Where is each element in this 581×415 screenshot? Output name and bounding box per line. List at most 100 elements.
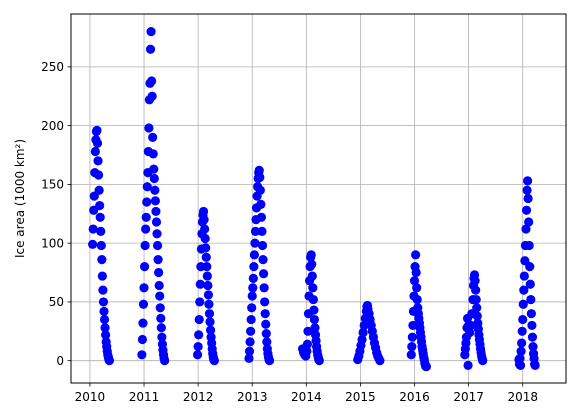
data-point <box>149 173 159 184</box>
data-point <box>198 206 209 217</box>
data-point <box>139 283 149 293</box>
data-point <box>308 294 318 305</box>
data-point <box>308 283 318 293</box>
data-point <box>154 280 164 291</box>
data-point <box>247 303 257 313</box>
data-point <box>200 233 210 244</box>
data-point <box>194 330 204 340</box>
data-point <box>202 262 212 272</box>
data-point <box>519 285 529 295</box>
data-point <box>150 196 160 206</box>
data-point <box>517 338 527 348</box>
data-point <box>409 276 420 286</box>
x-tick-label: 2015 <box>345 390 376 404</box>
data-point <box>255 185 265 195</box>
season-cluster <box>192 206 219 366</box>
data-point <box>205 317 215 327</box>
data-point <box>204 299 214 309</box>
data-point <box>141 224 151 234</box>
data-point <box>258 269 269 279</box>
data-point <box>261 329 271 339</box>
data-point <box>524 217 534 227</box>
y-tick-label: 100 <box>41 236 64 250</box>
season-cluster <box>137 27 170 366</box>
data-point <box>156 313 166 323</box>
data-point <box>92 138 103 148</box>
data-point <box>466 320 476 331</box>
data-point <box>421 361 432 372</box>
data-point <box>249 262 259 272</box>
data-point <box>257 240 268 251</box>
data-point <box>98 285 108 295</box>
data-points <box>88 27 540 372</box>
season-cluster <box>88 125 115 366</box>
data-point <box>99 314 110 325</box>
data-point <box>260 297 270 307</box>
data-point <box>244 346 255 356</box>
data-point <box>262 337 272 347</box>
data-point <box>92 125 102 135</box>
data-point <box>142 182 152 192</box>
data-point <box>93 156 103 166</box>
y-tick-label: 150 <box>41 178 64 192</box>
data-point <box>411 267 421 278</box>
data-point <box>521 205 532 215</box>
data-point <box>159 356 170 366</box>
data-point <box>259 283 269 293</box>
x-tick-label: 2010 <box>75 390 106 404</box>
data-point <box>153 255 163 265</box>
data-point <box>152 229 162 239</box>
data-point <box>201 243 211 253</box>
y-tick-label: 200 <box>41 119 64 133</box>
data-point <box>90 146 100 157</box>
data-point <box>88 239 98 249</box>
data-point <box>314 356 324 366</box>
data-point <box>199 215 209 225</box>
data-point <box>99 306 109 316</box>
data-point <box>248 273 258 284</box>
data-point <box>518 299 528 309</box>
data-point <box>100 323 110 333</box>
data-point <box>200 224 210 234</box>
data-point <box>151 217 162 227</box>
season-cluster <box>460 270 488 370</box>
data-point <box>518 314 528 325</box>
y-axis-label: Ice area (1000 km²) <box>13 139 27 258</box>
season-cluster <box>353 300 385 366</box>
data-point <box>249 250 259 260</box>
data-point <box>96 226 106 237</box>
x-tick-label: 2016 <box>399 390 430 404</box>
data-point <box>98 297 109 307</box>
plot-frame <box>70 13 567 384</box>
data-point <box>203 280 213 291</box>
data-point <box>145 44 156 54</box>
data-point <box>256 199 266 209</box>
data-point <box>310 323 320 333</box>
data-point <box>254 165 264 175</box>
data-point <box>465 327 475 338</box>
data-point <box>201 252 211 262</box>
data-point <box>151 206 161 217</box>
y-axis-ticks: 0 50 100 150 200 250 <box>41 60 71 368</box>
data-point <box>359 320 369 331</box>
data-point <box>193 341 203 352</box>
data-point <box>463 360 473 370</box>
data-point <box>358 327 368 338</box>
data-point <box>155 291 165 301</box>
data-point <box>247 291 257 301</box>
data-point <box>204 309 215 319</box>
x-axis-ticks: 2010 2011 2012 2013 2014 2015 2016 2017 2018 <box>75 383 538 404</box>
data-point <box>525 279 535 289</box>
data-point <box>104 356 115 366</box>
data-point <box>412 283 422 293</box>
data-point <box>156 323 166 333</box>
season-cluster <box>297 250 324 366</box>
data-point <box>527 320 537 331</box>
data-point <box>195 297 205 307</box>
data-point <box>148 132 158 142</box>
data-point <box>246 326 256 336</box>
data-point <box>530 360 540 370</box>
data-point <box>195 279 205 289</box>
data-point <box>139 262 150 272</box>
